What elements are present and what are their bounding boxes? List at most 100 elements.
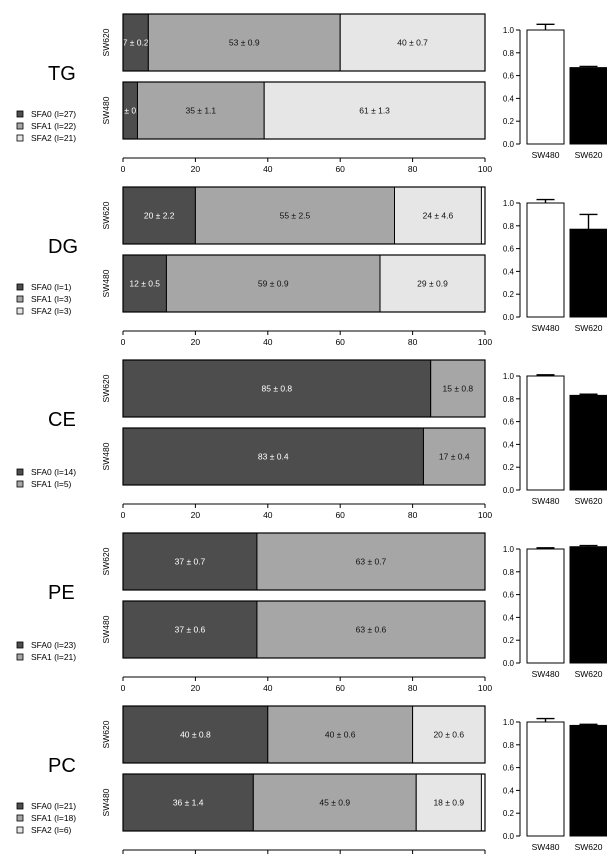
ratio-y-tick-label: 0.2 [503,463,515,472]
legend-label: SFA1 (l=22) [31,121,76,131]
legend-label: SFA0 (l=14) [31,467,76,477]
ratio-y-tick-label: 0.8 [503,49,515,58]
ratio-y-tick-label: 0.2 [503,290,515,299]
bar-outline [122,359,486,418]
x-tick-label: 100 [478,683,492,693]
bar-category-label: SW620 [101,201,111,229]
bar-category-label: SW480 [101,96,111,124]
legend-swatch [16,307,24,315]
bar-outline [122,81,486,140]
bar-outline [122,532,486,591]
legend-swatch [16,295,24,303]
bar-segment-label: 20 ± 2.2 [144,211,175,221]
bar-segment-label: 63 ± 0.7 [356,557,387,567]
bar-segment [267,705,414,764]
legend-swatch [16,653,24,661]
ratio-bar [526,375,565,491]
ratio-category-label: SW480 [532,496,560,506]
bar-segment-label: 55 ± 2.5 [280,211,311,221]
x-tick-label: 40 [263,510,273,520]
legend-swatch [16,480,24,488]
bar-segment-label: 17 ± 0.4 [439,452,470,462]
ratio-bar [569,394,607,491]
bar-segment-label: 37 ± 0.6 [175,625,206,635]
legend-label: SFA0 (l=21) [31,801,76,811]
x-tick-label: 100 [478,856,492,858]
bar-segment-label: 59 ± 0.9 [258,279,289,289]
bar-outline [122,186,486,245]
bar-segment-label: 15 ± 0.8 [443,384,474,394]
ratio-y-tick-label: 0.2 [503,636,515,645]
chart-panel-tg: TG SFA0 (l=27) SFA1 (l=22) SFA2 (l=21) SW620… [16,13,607,174]
x-tick-label: 80 [408,510,418,520]
bar-segment [394,186,482,245]
x-tick-label: 40 [263,337,273,347]
ratio-category-label: SW480 [532,669,560,679]
x-tick-label: 80 [408,337,418,347]
bar-category-label: SW480 [101,615,111,643]
ratio-y-tick-label: 0.8 [503,568,515,577]
x-tick-label: 0 [121,510,126,520]
bar-segment-label: 40 ± 0.6 [325,730,356,740]
x-tick-label: 20 [191,510,201,520]
x-tick-label: 40 [263,683,273,693]
ratio-y-tick-label: 1.0 [503,199,515,208]
ratio-y-tick-label: 0.0 [503,313,515,322]
ratio-y-tick-label: 0.4 [503,94,515,103]
ratio-bar [569,724,607,837]
bar-segment [194,186,395,245]
panel-title: CE [48,409,76,431]
x-tick-label: 20 [191,856,201,858]
bar-outline [122,600,486,659]
bar-category-label: SW480 [101,442,111,470]
bar-segment [122,359,432,418]
ratio-y-tick-label: 0.2 [503,117,515,126]
chart-panel-dg: DG SFA0 (l=1) SFA1 (l=3) SFA2 (l=3) SW620 20 … [16,186,607,347]
ratio-category-label: SW620 [575,842,603,852]
bar-category-label: SW480 [101,788,111,816]
bar-category-label: SW480 [101,269,111,297]
bar-outline [122,427,486,486]
bar-segment-label: 45 ± 0.9 [319,798,350,808]
x-tick-label: 60 [335,510,345,520]
x-tick-label: 60 [335,856,345,858]
legend-swatch [16,134,24,142]
ratio-y-tick-label: 0.6 [503,418,515,427]
x-tick-label: 40 [263,856,273,858]
x-tick-label: 100 [478,164,492,174]
ratio-y-tick-label: 0.6 [503,72,515,81]
ratio-category-label: SW620 [575,150,603,160]
ratio-y-tick-label: 0.6 [503,591,515,600]
bar-segment-label: 53 ± 0.9 [229,38,260,48]
x-tick-label: 100 [478,337,492,347]
x-tick-label: 60 [335,164,345,174]
ratio-category-label: SW620 [575,496,603,506]
bar-segment-label: 40 ± 0.7 [397,38,428,48]
legend-label: SFA1 (l=21) [31,652,76,662]
ratio-y-tick-label: 1.0 [503,372,515,381]
ratio-y-tick-label: 1.0 [503,545,515,554]
x-tick-label: 0 [121,683,126,693]
bar-category-label: SW620 [101,547,111,575]
ratio-category-label: SW620 [575,323,603,333]
ratio-y-tick-label: 0.6 [503,245,515,254]
ratio-y-tick-label: 0.2 [503,809,515,818]
ratio-bar [526,202,565,318]
x-tick-label: 20 [191,683,201,693]
panel-title: TG [48,63,76,85]
legend-label: SFA2 (l=3) [31,306,72,316]
bar-segment [147,13,341,72]
bar-segment-label: 36 ± 1.4 [173,798,204,808]
ratio-y-tick-label: 0.4 [503,786,515,795]
ratio-y-tick-label: 0.4 [503,440,515,449]
legend-label: SFA1 (l=18) [31,813,76,823]
ratio-category-label: SW620 [575,669,603,679]
bar-outline [122,13,486,72]
x-tick-label: 20 [191,164,201,174]
legend-label: SFA2 (l=6) [31,825,72,835]
bar-segment-label: 85 ± 0.8 [262,384,293,394]
chart-panel-ce: CE SFA0 (l=14) SFA1 (l=5) SW620 85 ± 0.8 15 ±… [16,359,607,520]
bar-outline [122,705,486,764]
ratio-y-tick-label: 1.0 [503,26,515,35]
